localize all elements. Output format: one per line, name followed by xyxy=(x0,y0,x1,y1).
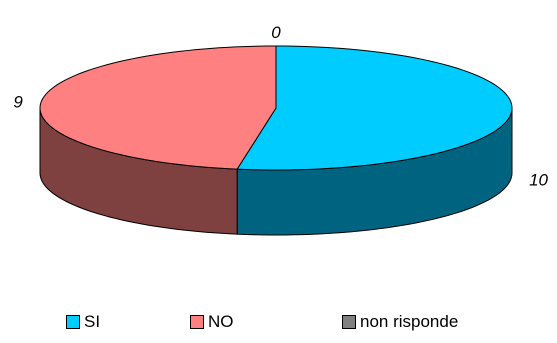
data-label-no: 9 xyxy=(13,93,23,112)
legend-label-no: NO xyxy=(208,312,234,331)
legend: SI NO non risponde xyxy=(0,312,557,340)
pie-slice-no xyxy=(39,45,277,170)
legend-item-si: SI xyxy=(66,312,100,332)
data-label-si: 10 xyxy=(529,170,548,189)
legend-swatch-si xyxy=(66,315,80,329)
legend-swatch-non-risponde xyxy=(342,315,356,329)
data-label-non-risponde: 0 xyxy=(271,23,281,42)
legend-swatch-no xyxy=(190,315,204,329)
legend-item-no: NO xyxy=(190,312,234,332)
legend-label-si: SI xyxy=(84,312,101,331)
legend-label-non-risponde: non risponde xyxy=(360,312,459,331)
legend-item-non-risponde: non risponde xyxy=(342,312,458,332)
pie-chart: 10 9 0 xyxy=(13,23,549,236)
pie-tops xyxy=(39,45,513,171)
pie-data-labels: 10 9 0 xyxy=(13,23,548,189)
pie-slice-si xyxy=(236,45,513,171)
